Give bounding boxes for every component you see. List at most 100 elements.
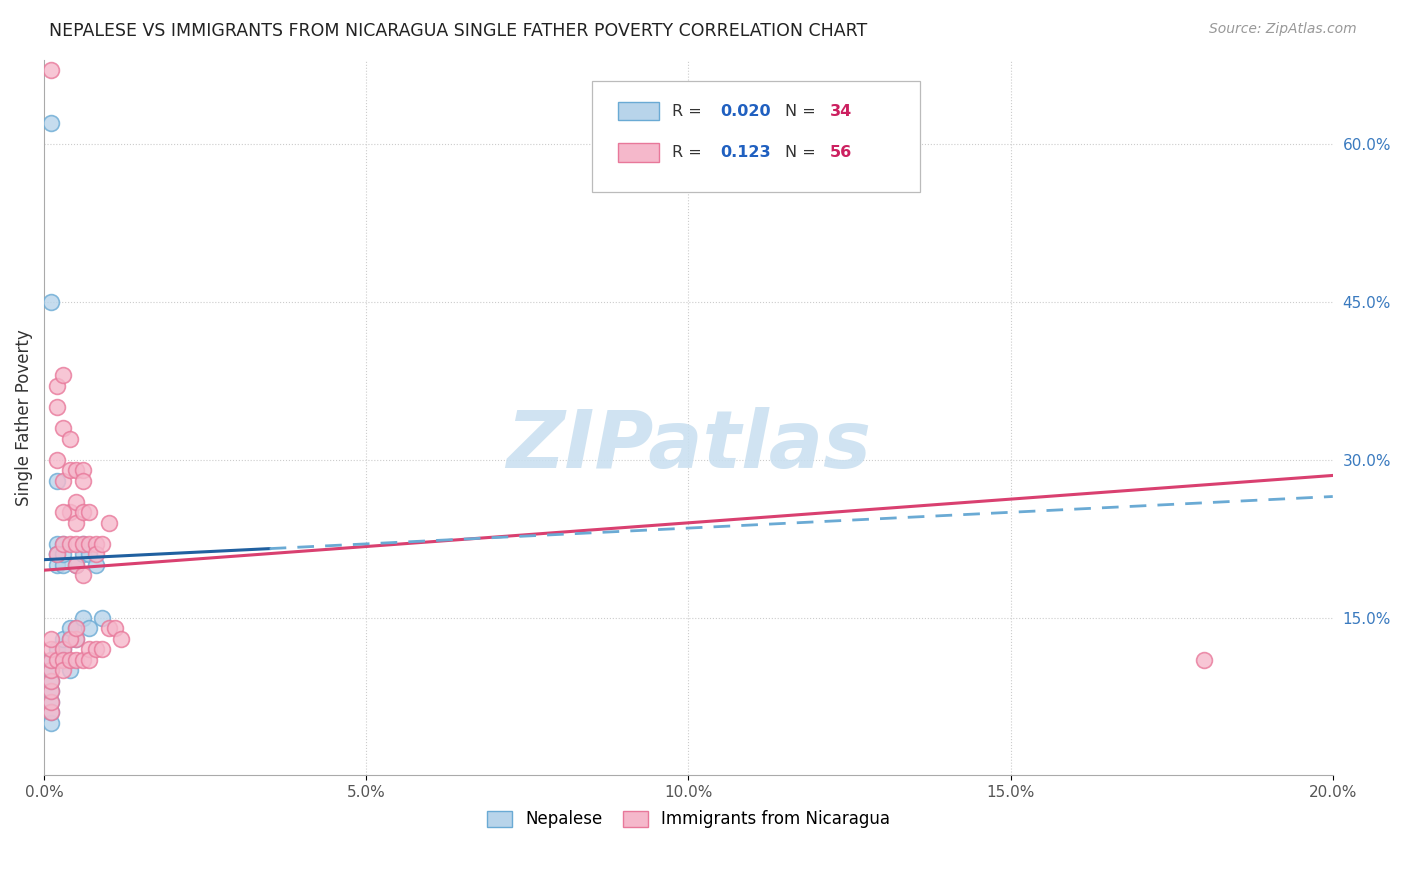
Legend: Nepalese, Immigrants from Nicaragua: Nepalese, Immigrants from Nicaragua xyxy=(481,804,897,835)
Point xyxy=(39,642,62,657)
Point xyxy=(65,621,87,635)
Point xyxy=(110,632,132,646)
Point xyxy=(72,474,94,488)
Point xyxy=(59,653,82,667)
Point xyxy=(77,653,100,667)
Point xyxy=(52,663,75,677)
Point xyxy=(59,632,82,646)
Point xyxy=(65,495,87,509)
Point xyxy=(46,548,69,562)
Point xyxy=(52,642,75,657)
Point xyxy=(72,610,94,624)
Point xyxy=(46,548,69,562)
Point xyxy=(104,621,127,635)
Point xyxy=(39,684,62,698)
Point xyxy=(46,642,69,657)
Point xyxy=(1192,653,1215,667)
Point xyxy=(39,684,62,698)
Point xyxy=(39,653,62,667)
Point xyxy=(52,558,75,572)
Point xyxy=(39,632,62,646)
Point xyxy=(91,537,114,551)
Point xyxy=(52,537,75,551)
Point xyxy=(39,673,62,688)
Point xyxy=(52,421,75,435)
Point xyxy=(39,294,62,309)
Point xyxy=(84,548,107,562)
Point xyxy=(65,516,87,530)
Point xyxy=(77,642,100,657)
Point xyxy=(84,537,107,551)
Point xyxy=(59,463,82,477)
Point xyxy=(65,632,87,646)
Point xyxy=(91,610,114,624)
Point xyxy=(52,642,75,657)
Point xyxy=(72,505,94,519)
Point xyxy=(46,452,69,467)
Point xyxy=(46,548,69,562)
Point xyxy=(65,558,87,572)
Text: R =: R = xyxy=(672,103,707,119)
Point xyxy=(65,558,87,572)
Point xyxy=(72,537,94,551)
Point xyxy=(46,537,69,551)
Point xyxy=(77,537,100,551)
Text: ZIPatlas: ZIPatlas xyxy=(506,407,870,485)
Text: NEPALESE VS IMMIGRANTS FROM NICARAGUA SINGLE FATHER POVERTY CORRELATION CHART: NEPALESE VS IMMIGRANTS FROM NICARAGUA SI… xyxy=(49,22,868,40)
Point xyxy=(72,653,94,667)
FancyBboxPatch shape xyxy=(592,81,921,192)
Point xyxy=(77,505,100,519)
Point xyxy=(72,568,94,582)
Point xyxy=(97,621,120,635)
Text: 34: 34 xyxy=(830,103,852,119)
Point xyxy=(46,379,69,393)
Point xyxy=(84,642,107,657)
Point xyxy=(39,673,62,688)
Point xyxy=(59,621,82,635)
Text: 0.123: 0.123 xyxy=(721,145,772,161)
Point xyxy=(72,537,94,551)
Point xyxy=(84,558,107,572)
Point xyxy=(52,548,75,562)
Point xyxy=(59,537,82,551)
Point xyxy=(46,400,69,414)
Point xyxy=(39,63,62,78)
FancyBboxPatch shape xyxy=(617,144,659,162)
Point xyxy=(59,505,82,519)
Point xyxy=(46,653,69,667)
Point xyxy=(72,463,94,477)
Point xyxy=(52,537,75,551)
Point xyxy=(72,548,94,562)
Y-axis label: Single Father Poverty: Single Father Poverty xyxy=(15,329,32,506)
Point xyxy=(39,706,62,720)
Point xyxy=(52,653,75,667)
Text: 56: 56 xyxy=(830,145,852,161)
Text: 0.020: 0.020 xyxy=(721,103,772,119)
Point xyxy=(65,621,87,635)
Point xyxy=(39,653,62,667)
Point xyxy=(39,706,62,720)
Point xyxy=(52,653,75,667)
Point xyxy=(59,432,82,446)
FancyBboxPatch shape xyxy=(617,102,659,120)
Text: N =: N = xyxy=(785,145,821,161)
Point xyxy=(52,368,75,383)
Point xyxy=(65,632,87,646)
Point xyxy=(77,548,100,562)
Point xyxy=(65,463,87,477)
Point xyxy=(59,663,82,677)
Text: Source: ZipAtlas.com: Source: ZipAtlas.com xyxy=(1209,22,1357,37)
Point xyxy=(91,642,114,657)
Point xyxy=(46,474,69,488)
Text: R =: R = xyxy=(672,145,707,161)
Point xyxy=(39,116,62,130)
Point xyxy=(52,632,75,646)
Point xyxy=(65,653,87,667)
Point xyxy=(65,537,87,551)
Point xyxy=(59,632,82,646)
Point xyxy=(52,505,75,519)
Point xyxy=(39,695,62,709)
Point xyxy=(39,715,62,730)
Point xyxy=(77,621,100,635)
Point xyxy=(46,558,69,572)
